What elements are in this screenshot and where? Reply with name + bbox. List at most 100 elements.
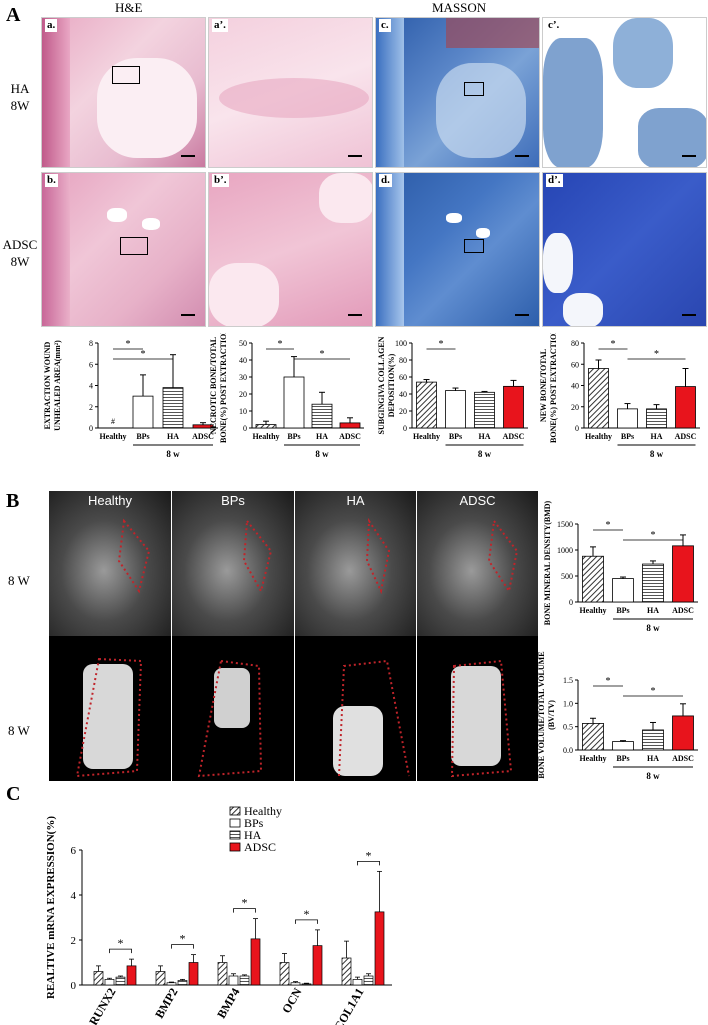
bar-bps	[445, 390, 466, 429]
legend-label: ADSC	[244, 840, 276, 854]
chart-new-bone: 0 20 40 60 80 Healthy BPs HA ADSC * * 8 w NEW BONE/T…	[539, 333, 700, 459]
bar-runx2-adsc	[126, 965, 137, 986]
bar-runx2-healthy	[93, 971, 104, 986]
sig-star: *	[242, 896, 248, 910]
sig-star: *	[651, 530, 656, 541]
y-tick-label: 1.5	[563, 676, 573, 685]
bar-bmp4-ha	[239, 975, 250, 986]
row-label-adsc: ADSC 8W	[2, 237, 38, 269]
y-tick-label: 20	[399, 407, 407, 416]
sig-star: *	[180, 932, 186, 946]
ct-healthy-2d: Healthy	[49, 491, 172, 636]
legend-swatch	[229, 806, 241, 816]
bar-ha	[642, 563, 664, 603]
y-tick-label: 2	[71, 935, 77, 947]
y-axis-label: SUBGINGIVA COLLAGEN	[377, 336, 386, 434]
y-tick-label: 1.0	[563, 699, 573, 708]
marker-label: #	[111, 417, 115, 426]
x-tick-label: RUNX2	[86, 986, 118, 1025]
y-tick-label: 40	[571, 382, 579, 391]
histology-he-ha-zoom: a’.	[208, 17, 373, 168]
bar-runx2-bps	[104, 979, 115, 986]
y-tick-label: 20	[239, 390, 247, 399]
group-label: 8 w	[646, 771, 660, 781]
bar-adsc	[675, 386, 696, 429]
ct-adsc-3d	[417, 636, 539, 781]
x-tick-label: BPs	[287, 432, 300, 441]
y-tick-label: 10	[239, 407, 247, 416]
ct-row-label-1: 8 W	[8, 573, 30, 588]
y-axis-label: EXTRACTION WOUND	[43, 341, 52, 429]
y-axis-label: BONE VOLUME/TOTAL VOLUME	[537, 651, 546, 778]
bar-col1a1-ha	[363, 975, 374, 986]
ct-row-label-2: 8 W	[8, 723, 30, 738]
masson-header: MASSON	[432, 0, 487, 15]
y-tick-label: 30	[239, 373, 247, 382]
legend-label: HA	[244, 828, 262, 842]
histology-he-adsc-zoom: b’.	[208, 172, 373, 327]
ct-ha-3d	[295, 636, 417, 781]
histology-he-adsc-overview: b.	[41, 172, 206, 327]
bar-adsc	[672, 545, 694, 603]
y-axis-label: NEW BONE/TOTAL	[539, 349, 548, 422]
bar-bmp2-ha	[177, 980, 188, 986]
y-tick-label: 0	[243, 424, 247, 433]
he-header: H&E	[115, 0, 143, 15]
y-tick-label: 2	[89, 403, 93, 412]
bar-ocn-bps	[290, 982, 301, 986]
bar-runx2-ha	[115, 976, 126, 986]
x-tick-label: BMP4	[214, 986, 242, 1021]
x-tick-label: ADSC	[339, 432, 361, 441]
y-tick-label: 0	[569, 598, 573, 607]
y-axis-label: (BV/TV)	[547, 700, 556, 730]
y-axis-label: BONE MINERAL DENSITY(BMD)	[543, 500, 552, 625]
sig-star: *	[366, 848, 372, 862]
bar-healthy	[255, 424, 277, 429]
x-tick-label: HA	[651, 432, 663, 441]
y-axis-label: UNHEALED AREA(mm²)	[53, 340, 62, 431]
panel-a-letter: A	[6, 4, 21, 26]
x-tick-label: BPs	[621, 432, 634, 441]
legend-swatch	[229, 818, 241, 828]
sig-star: *	[320, 349, 325, 360]
bar-bmp2-adsc	[188, 962, 199, 986]
bar-col1a1-healthy	[341, 957, 352, 986]
group-label: 8 w	[478, 449, 492, 459]
legend-label: BPs	[244, 816, 264, 830]
bar-bmp2-bps	[166, 982, 177, 986]
x-tick-label: HA	[647, 754, 659, 763]
x-tick-label: ADSC	[675, 432, 697, 441]
bar-ha	[642, 729, 664, 751]
ct-ha-2d: HA	[295, 491, 417, 636]
sig-star: *	[606, 676, 611, 687]
group-label: 8 w	[646, 623, 660, 633]
micro-ct-grid: Healthy BPs HA ADSC	[49, 491, 539, 781]
group-label: 8 w	[166, 449, 180, 459]
x-tick-label: Healthy	[579, 606, 606, 615]
x-tick-label: HA	[479, 432, 491, 441]
x-tick-label: BPs	[449, 432, 462, 441]
bar-bmp2-healthy	[155, 971, 166, 986]
y-tick-label: 0	[89, 424, 93, 433]
x-tick-label: OCN	[279, 985, 305, 1015]
sig-star: *	[118, 936, 124, 950]
y-tick-label: 6	[71, 845, 77, 857]
x-tick-label: Healthy	[585, 432, 612, 441]
sig-star: *	[126, 339, 131, 350]
x-tick-label: ADSC	[192, 432, 214, 441]
histology-he-ha-overview: a.	[41, 17, 206, 168]
bar-ha	[311, 403, 333, 429]
panel-b-letter: B	[6, 490, 20, 512]
y-tick-label: 0.5	[563, 723, 573, 732]
bar-healthy	[582, 555, 604, 603]
y-tick-label: 1000	[557, 546, 573, 555]
sig-bracket	[295, 919, 318, 924]
histology-masson-adsc-zoom: d’.	[542, 172, 707, 327]
sig-star: *	[606, 520, 611, 531]
sig-star: *	[439, 339, 444, 350]
x-tick-label: ADSC	[672, 754, 694, 763]
bar-ha	[646, 408, 667, 429]
x-tick-label: HA	[167, 432, 179, 441]
y-tick-label: 50	[239, 339, 247, 348]
